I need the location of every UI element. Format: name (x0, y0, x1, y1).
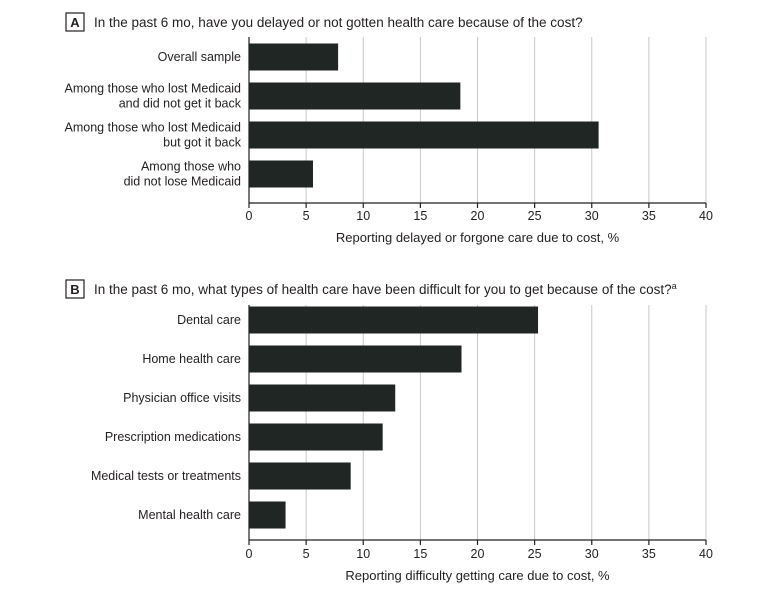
category-label: Home health care (142, 352, 241, 366)
bar (249, 462, 351, 490)
x-tick-label: 0 (246, 209, 253, 223)
category-label: Physician office visits (123, 391, 241, 405)
category-label: Among those who lost Medicaid and did not… (65, 82, 242, 111)
x-tick-label: 10 (356, 209, 370, 223)
panel-title: In the past 6 mo, have you delayed or no… (94, 15, 583, 30)
bar (249, 306, 539, 334)
bar (249, 43, 339, 71)
category-label: Mental health care (138, 508, 241, 522)
x-tick-label: 30 (585, 209, 599, 223)
x-tick-label: 40 (699, 209, 713, 223)
panel-title: In the past 6 mo, what types of health c… (94, 281, 677, 297)
x-tick-label: 25 (528, 209, 542, 223)
x-axis-label: Reporting difficulty getting care due to… (345, 568, 610, 583)
category-label: Medical tests or treatments (91, 469, 241, 483)
x-tick-label: 15 (413, 209, 427, 223)
category-label: Among those who did not lose Medicaid (124, 160, 241, 189)
panel-letter: A (70, 15, 80, 30)
x-tick-label: 25 (528, 547, 542, 561)
x-tick-label: 35 (642, 547, 656, 561)
x-axis-label: Reporting delayed or forgone care due to… (336, 230, 620, 245)
panel-a: A In the past 6 mo, have you delayed or n… (65, 12, 713, 245)
panel-letter-box (65, 279, 85, 299)
x-tick-label: 15 (413, 547, 427, 561)
bar (249, 501, 286, 529)
x-tick-label: 40 (699, 547, 713, 561)
bar (249, 121, 599, 149)
bar (249, 160, 313, 188)
x-tick-label: 30 (585, 547, 599, 561)
title-footnote-marker: a (672, 281, 677, 291)
x-tick-label: 10 (356, 547, 370, 561)
x-tick-label: 20 (471, 209, 485, 223)
x-tick-label: 0 (246, 547, 253, 561)
bar (249, 384, 396, 412)
panel-letter: B (70, 282, 79, 297)
x-tick-label: 35 (642, 209, 656, 223)
x-tick-label: 5 (303, 209, 310, 223)
bar (249, 423, 383, 451)
category-label: Overall sample (158, 50, 241, 64)
bar (249, 82, 461, 110)
category-label: Prescription medications (105, 430, 241, 444)
x-tick-label: 20 (471, 547, 485, 561)
category-label: Dental care (177, 313, 241, 327)
category-label: Among those who lost Medicaid but got it … (65, 121, 242, 150)
panel-b: B In the past 6 mo, what types of health … (65, 279, 713, 583)
x-tick-label: 5 (303, 547, 310, 561)
panel-letter-box (65, 12, 85, 32)
bar (249, 345, 462, 373)
